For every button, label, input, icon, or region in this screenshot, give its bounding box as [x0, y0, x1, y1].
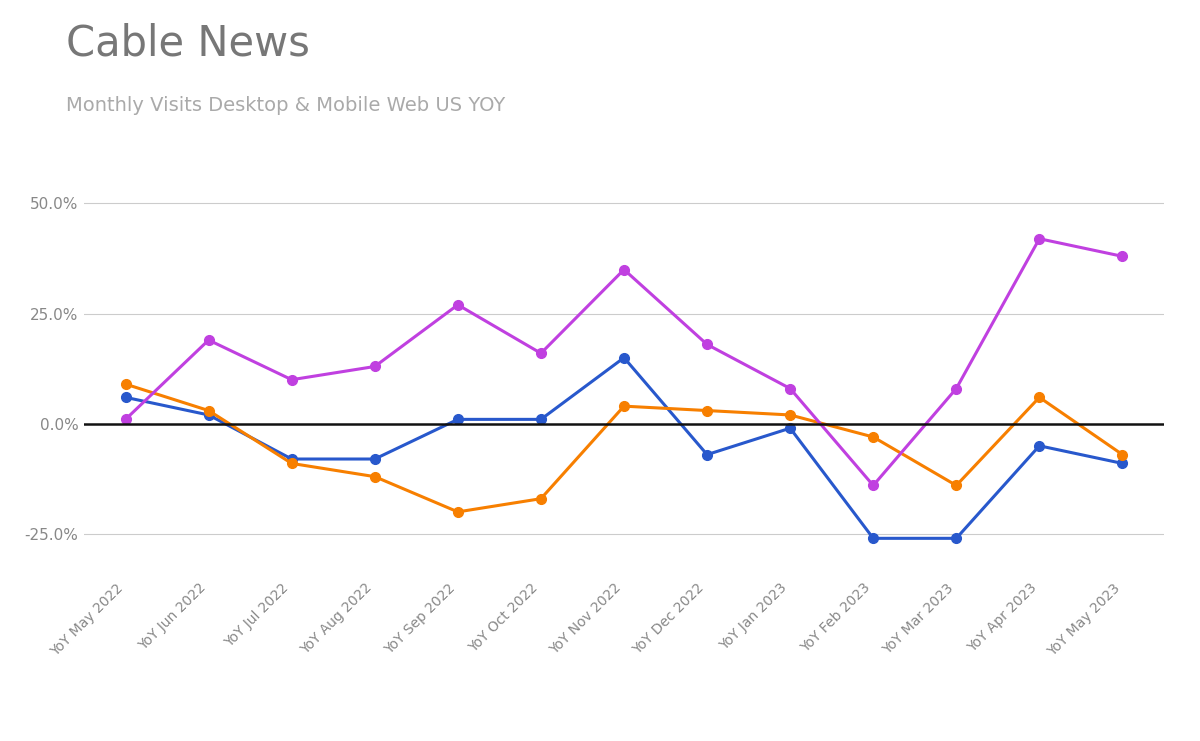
- cnn.com: [866, 534, 881, 542]
- foxnews.com: [202, 406, 216, 415]
- cnn.com: [700, 451, 714, 459]
- msnbc.com: [949, 384, 964, 393]
- foxnews.com: [782, 411, 797, 419]
- foxnews.com: [866, 433, 881, 442]
- Line: cnn.com: cnn.com: [121, 353, 1127, 543]
- foxnews.com: [700, 406, 714, 415]
- Line: msnbc.com: msnbc.com: [121, 234, 1127, 491]
- Text: Cable News: Cable News: [66, 22, 310, 64]
- foxnews.com: [617, 402, 631, 411]
- cnn.com: [534, 415, 548, 424]
- msnbc.com: [700, 340, 714, 349]
- cnn.com: [451, 415, 466, 424]
- cnn.com: [949, 534, 964, 542]
- foxnews.com: [284, 459, 299, 468]
- foxnews.com: [1032, 393, 1046, 402]
- foxnews.com: [451, 508, 466, 516]
- msnbc.com: [284, 375, 299, 384]
- msnbc.com: [534, 349, 548, 358]
- msnbc.com: [782, 384, 797, 393]
- cnn.com: [367, 454, 382, 463]
- msnbc.com: [617, 265, 631, 274]
- foxnews.com: [367, 472, 382, 481]
- cnn.com: [617, 353, 631, 362]
- cnn.com: [1032, 442, 1046, 451]
- msnbc.com: [1032, 234, 1046, 243]
- Line: foxnews.com: foxnews.com: [121, 379, 1127, 516]
- cnn.com: [119, 393, 133, 402]
- cnn.com: [1115, 459, 1129, 468]
- foxnews.com: [534, 494, 548, 503]
- foxnews.com: [949, 481, 964, 490]
- cnn.com: [782, 424, 797, 433]
- msnbc.com: [866, 481, 881, 490]
- cnn.com: [202, 411, 216, 419]
- msnbc.com: [367, 362, 382, 371]
- foxnews.com: [119, 379, 133, 388]
- msnbc.com: [451, 300, 466, 309]
- msnbc.com: [1115, 252, 1129, 261]
- Text: Monthly Visits Desktop & Mobile Web US YOY: Monthly Visits Desktop & Mobile Web US Y…: [66, 96, 505, 116]
- msnbc.com: [119, 415, 133, 424]
- cnn.com: [284, 454, 299, 463]
- foxnews.com: [1115, 451, 1129, 459]
- msnbc.com: [202, 336, 216, 345]
